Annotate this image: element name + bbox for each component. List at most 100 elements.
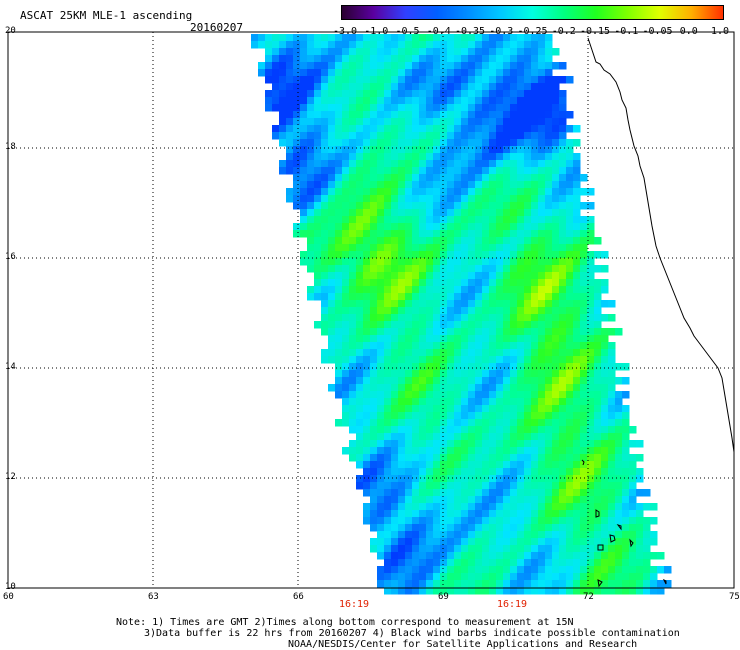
swath-pixel xyxy=(440,363,448,371)
swath-pixel xyxy=(524,286,532,294)
swath-pixel xyxy=(454,468,462,476)
swath-pixel xyxy=(384,335,392,343)
swath-pixel xyxy=(559,321,567,329)
swath-pixel xyxy=(433,517,441,525)
swath-pixel xyxy=(503,398,511,406)
swath-pixel xyxy=(419,377,427,385)
swath-pixel xyxy=(335,293,343,301)
swath-pixel xyxy=(391,489,399,497)
swath-pixel xyxy=(489,111,497,119)
swath-pixel xyxy=(391,209,399,217)
swath-pixel xyxy=(573,384,581,392)
swath-pixel xyxy=(559,370,567,378)
swath-pixel xyxy=(552,174,560,182)
swath-pixel xyxy=(538,559,546,567)
swath-pixel xyxy=(566,293,574,301)
swath-pixel xyxy=(328,76,336,84)
swath-pixel xyxy=(496,69,504,77)
swath-pixel xyxy=(622,447,630,455)
swath-pixel xyxy=(363,342,371,350)
swath-pixel xyxy=(293,34,301,42)
swath-pixel xyxy=(314,34,322,42)
swath-pixel xyxy=(426,48,434,56)
swath-pixel xyxy=(636,489,644,497)
swath-pixel xyxy=(447,244,455,252)
swath-pixel xyxy=(363,76,371,84)
swath-pixel xyxy=(335,62,343,70)
swath-pixel xyxy=(426,580,434,588)
swath-pixel xyxy=(391,104,399,112)
swath-pixel xyxy=(279,34,287,42)
swath-pixel xyxy=(405,426,413,434)
swath-pixel xyxy=(517,174,525,182)
swath-pixel xyxy=(405,454,413,462)
swath-pixel xyxy=(391,363,399,371)
swath-pixel xyxy=(377,272,385,280)
swath-pixel xyxy=(538,524,546,532)
swath-pixel xyxy=(475,342,483,350)
swath-pixel xyxy=(524,111,532,119)
swath-pixel xyxy=(377,230,385,238)
swath-pixel xyxy=(489,258,497,266)
swath-pixel xyxy=(545,475,553,483)
swath-pixel xyxy=(552,559,560,567)
swath-pixel xyxy=(601,489,609,497)
swath-pixel xyxy=(524,363,532,371)
swath-pixel xyxy=(587,475,595,483)
swath-pixel xyxy=(405,335,413,343)
swath-pixel xyxy=(433,293,441,301)
swath-pixel xyxy=(391,314,399,322)
swath-pixel xyxy=(552,125,560,133)
swath-pixel xyxy=(419,356,427,364)
swath-pixel xyxy=(370,363,378,371)
swath-pixel xyxy=(335,181,343,189)
swath-pixel xyxy=(426,461,434,469)
swath-pixel xyxy=(398,237,406,245)
swath-pixel xyxy=(559,566,567,574)
swath-pixel xyxy=(349,454,357,462)
swath-pixel xyxy=(503,538,511,546)
swath-pixel xyxy=(566,237,574,245)
swath-pixel xyxy=(468,559,476,567)
swath-pixel xyxy=(461,41,469,49)
swath-pixel xyxy=(517,69,525,77)
swath-pixel xyxy=(384,125,392,133)
swath-pixel xyxy=(447,426,455,434)
swath-pixel xyxy=(503,321,511,329)
swath-pixel xyxy=(573,216,581,224)
swath-pixel xyxy=(405,118,413,126)
swath-pixel xyxy=(405,160,413,168)
swath-pixel xyxy=(538,489,546,497)
swath-pixel xyxy=(307,286,315,294)
swath-pixel xyxy=(524,41,532,49)
swath-pixel xyxy=(531,440,539,448)
swath-pixel xyxy=(433,552,441,560)
swath-pixel xyxy=(377,286,385,294)
swath-pixel xyxy=(468,181,476,189)
swath-pixel xyxy=(398,118,406,126)
swath-pixel xyxy=(349,139,357,147)
swath-pixel xyxy=(454,342,462,350)
swath-pixel xyxy=(405,216,413,224)
swath-pixel xyxy=(433,307,441,315)
swath-pixel xyxy=(517,146,525,154)
swath-pixel xyxy=(531,230,539,238)
swath-pixel xyxy=(538,104,546,112)
swath-pixel xyxy=(356,342,364,350)
swath-pixel xyxy=(398,335,406,343)
swath-pixel xyxy=(559,244,567,252)
swath-pixel xyxy=(517,405,525,413)
swath-pixel xyxy=(629,531,637,539)
swath-pixel xyxy=(510,419,518,427)
swath-pixel xyxy=(454,545,462,553)
swath-pixel xyxy=(468,237,476,245)
swath-pixel xyxy=(447,104,455,112)
swath-pixel xyxy=(412,146,420,154)
swath-pixel xyxy=(391,454,399,462)
swath-pixel xyxy=(321,307,329,315)
swath-pixel xyxy=(510,230,518,238)
swath-pixel xyxy=(566,468,574,476)
swath-pixel xyxy=(552,363,560,371)
swath-pixel xyxy=(580,468,588,476)
swath-pixel xyxy=(468,503,476,511)
